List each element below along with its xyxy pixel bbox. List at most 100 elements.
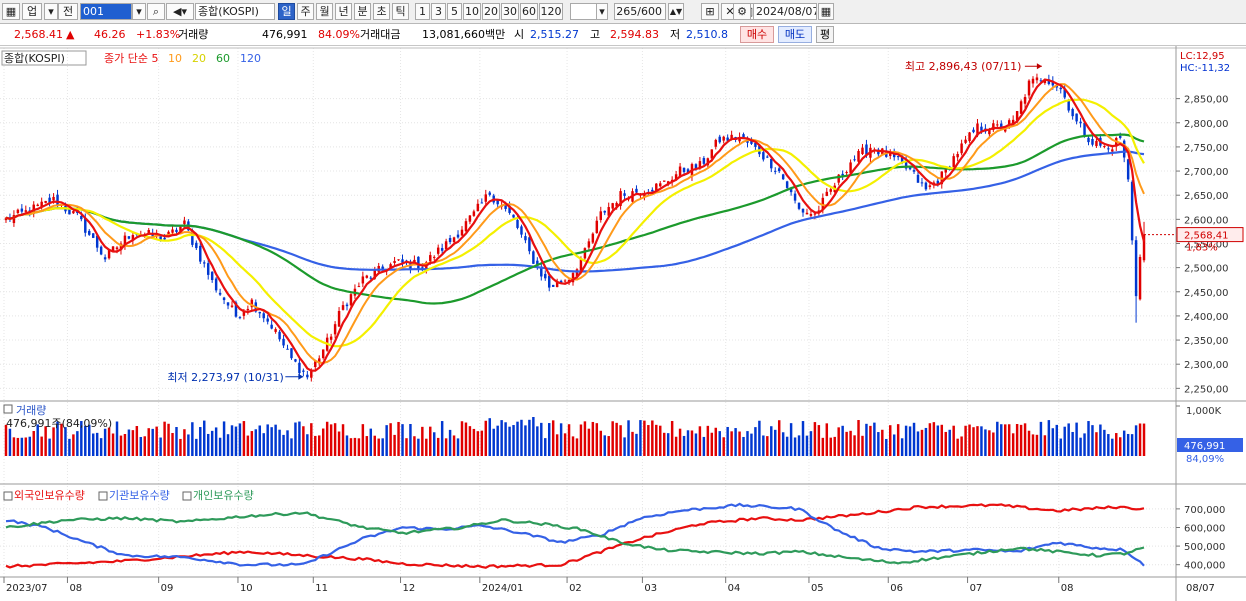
- volume-bar: [270, 427, 273, 456]
- code-input[interactable]: 001: [80, 3, 132, 20]
- volume-label: 거래량: [178, 28, 209, 41]
- candle-body: [440, 248, 444, 251]
- interval-button-20[interactable]: 20: [482, 3, 500, 20]
- candle-body: [793, 193, 797, 201]
- candle-body: [1091, 138, 1094, 145]
- period-tab-2[interactable]: 월: [316, 3, 333, 20]
- settings-icon[interactable]: ⚙: [733, 3, 751, 20]
- volume-bar: [171, 432, 174, 456]
- candle-body: [1015, 111, 1019, 121]
- period-tab-4[interactable]: 분: [354, 3, 371, 20]
- period-tab-6[interactable]: 틱: [392, 3, 409, 20]
- candle-body: [928, 185, 932, 187]
- candle-body: [433, 256, 436, 258]
- count-up-icon[interactable]: ▲▼: [668, 3, 684, 20]
- volume-bar: [770, 426, 773, 456]
- candle-body: [242, 311, 246, 316]
- search-icon[interactable]: ⌕: [147, 3, 165, 20]
- price-tick-label: 2,800,00: [1184, 119, 1229, 130]
- candle-body: [365, 275, 369, 278]
- volume-bar: [369, 428, 373, 456]
- candle-body: [635, 188, 638, 193]
- candle-body: [349, 294, 353, 306]
- candle-body: [829, 189, 832, 192]
- calendar-icon[interactable]: ▦: [818, 3, 834, 20]
- volume-bar: [766, 436, 769, 456]
- period-tab-3[interactable]: 년: [335, 3, 352, 20]
- interval-button-1[interactable]: 1: [415, 3, 430, 20]
- candle-body: [508, 205, 511, 213]
- buy-button[interactable]: 매수: [740, 26, 774, 43]
- count-input[interactable]: 265/600: [614, 3, 666, 20]
- candle-body: [1027, 80, 1031, 96]
- candle-body: [294, 359, 297, 362]
- volume-bar: [1103, 429, 1106, 456]
- indicator-icon[interactable]: ⊞: [701, 3, 719, 20]
- volume-bar: [547, 423, 551, 456]
- candle-body: [912, 170, 916, 172]
- volume-ratio: 84.09%: [318, 28, 360, 41]
- candle-body: [270, 324, 273, 329]
- candle-body: [48, 197, 51, 204]
- interval-dropdown-icon[interactable]: ▾: [596, 3, 608, 20]
- main-legend-1: 종가 단순 5: [104, 52, 158, 65]
- candle-body: [678, 166, 682, 178]
- volume-bar: [40, 436, 43, 456]
- period-tab-1[interactable]: 주: [297, 3, 314, 20]
- sound-icon[interactable]: ◀▾: [166, 3, 194, 20]
- candle-body: [666, 181, 670, 184]
- kospi-chart[interactable]: 2,850,00 2,800,00 2,750,00 2,700,00 2,650,00…: [0, 46, 1246, 601]
- interval-button-120[interactable]: 120: [539, 3, 563, 20]
- sell-button[interactable]: 매도: [778, 26, 812, 43]
- eval-button[interactable]: 평: [816, 26, 834, 43]
- volume-bar: [250, 431, 254, 456]
- candle-body: [159, 236, 162, 241]
- market-select[interactable]: 업: [22, 3, 42, 20]
- candle-body: [1059, 87, 1062, 90]
- volume-bar: [341, 424, 345, 456]
- code-dropdown-icon[interactable]: ▾: [132, 3, 146, 20]
- volume-bar: [310, 423, 313, 456]
- interval-button-10[interactable]: 10: [463, 3, 481, 20]
- volume-bar: [1122, 430, 1126, 456]
- candle-body: [20, 208, 24, 212]
- candle-body: [686, 169, 690, 174]
- candle-body: [314, 361, 317, 368]
- market-dropdown-icon[interactable]: ▾: [44, 3, 58, 20]
- interval-button-3[interactable]: 3: [431, 3, 446, 20]
- interval-button-60[interactable]: 60: [520, 3, 538, 20]
- candle-body: [480, 202, 484, 204]
- volume-bar: [500, 420, 503, 456]
- volume-bar: [84, 425, 87, 456]
- volume-bar: [849, 430, 852, 456]
- date-input[interactable]: 2024/08/07: [753, 3, 817, 20]
- layout-icon[interactable]: ▦: [2, 3, 20, 20]
- candle-body: [524, 236, 527, 241]
- period-tab-5[interactable]: 초: [373, 3, 390, 20]
- interval-button-5[interactable]: 5: [447, 3, 462, 20]
- candle-body: [1035, 77, 1039, 81]
- period-tab-0[interactable]: 일: [278, 3, 295, 20]
- interval-button-30[interactable]: 30: [501, 3, 519, 20]
- volume-bar: [254, 429, 258, 456]
- x-tick-label: 05: [811, 583, 824, 594]
- candle-body: [559, 280, 563, 283]
- candle-body: [484, 194, 488, 202]
- candle-body: [206, 263, 210, 275]
- volume-bar: [266, 424, 269, 456]
- volume-bar: [28, 436, 32, 456]
- volume-bar: [984, 429, 987, 456]
- candle-body: [738, 136, 741, 142]
- volume-bar: [452, 435, 456, 456]
- volume-bar: [829, 437, 832, 456]
- volume-bar: [448, 429, 452, 456]
- volume-bar: [72, 434, 75, 456]
- candle-body: [1142, 234, 1146, 261]
- volume-bar: [361, 424, 365, 456]
- volume-bar: [48, 438, 51, 456]
- sub-legend-1: 기관보유수량: [109, 489, 170, 502]
- candle-body: [179, 226, 182, 232]
- prev-button[interactable]: 전: [58, 3, 78, 20]
- volume-bar: [214, 427, 218, 456]
- volume-bar: [20, 437, 24, 456]
